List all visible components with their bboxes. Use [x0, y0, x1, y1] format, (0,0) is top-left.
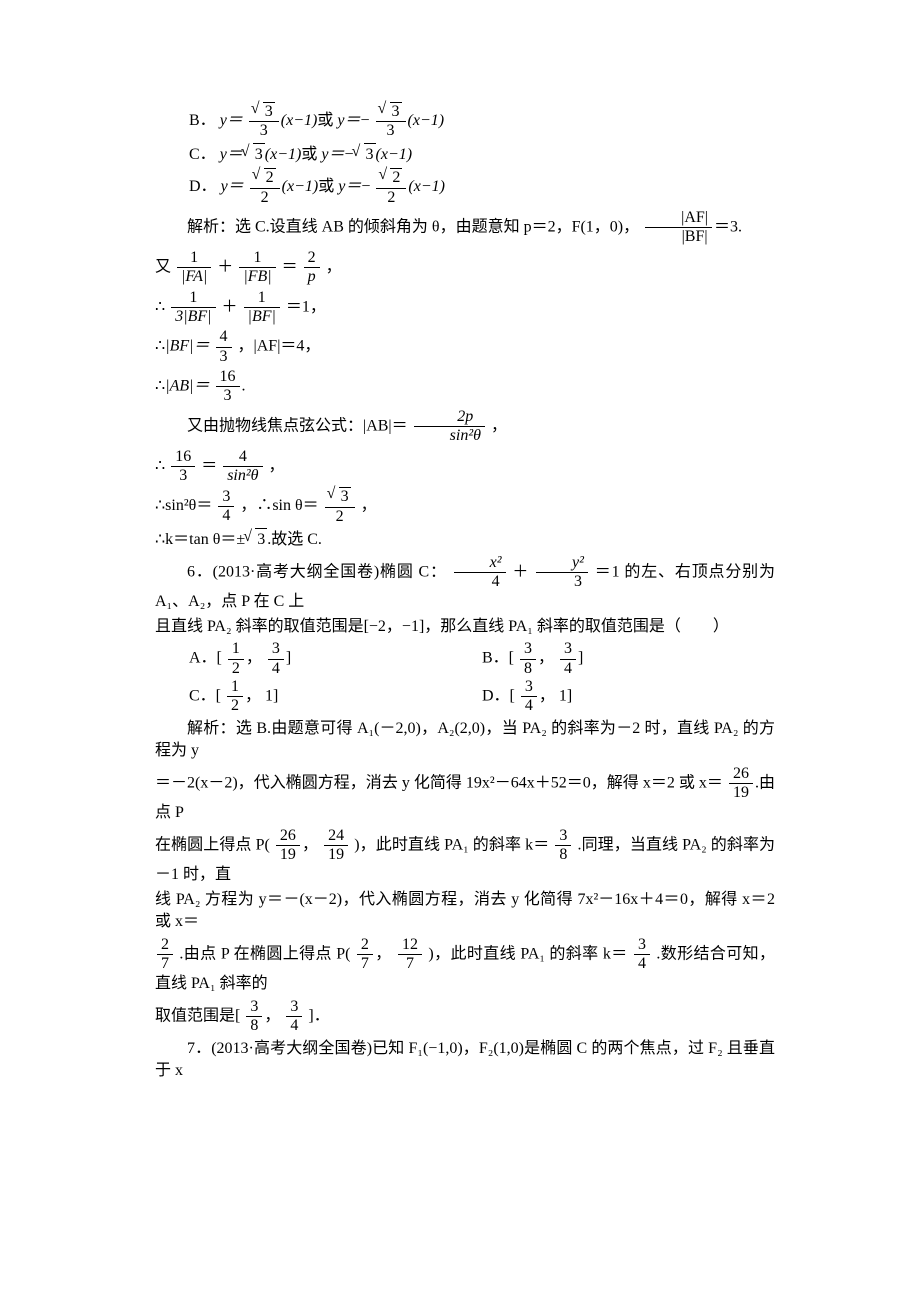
option-b: B．[ 38， 34]: [482, 640, 775, 678]
options-row: C．[ 12， 1] D．[ 34， 1]: [189, 678, 775, 716]
option-c: C．[ 12， 1]: [189, 678, 482, 716]
solution-6: 解析：选 B.由题意可得 A₁(－2,0)，A₂(2,0)，当 PA₂ 的斜率为…: [155, 718, 775, 763]
solution-6: 27 .由点 P 在椭圆上得点 P( 27， 127 )，此时直线 PA₁ 的斜…: [155, 936, 775, 996]
option-c: C． y＝3(x−1)或 y＝−3(x−1): [189, 143, 775, 166]
question-6-cont: 且直线 PA₂ 斜率的取值范围是[−2，−1]，那么直线 PA₁ 斜率的取值范围…: [155, 616, 775, 638]
text: 解析：选 C.设直线 AB 的倾斜角为 θ，由题意知 p＝2，F(1，0)，: [187, 219, 639, 236]
fraction: 2 2: [376, 168, 406, 207]
fraction: 3 3: [249, 102, 279, 141]
math-step: ∴|AB|＝ 163.: [155, 368, 775, 406]
math-text: y＝: [220, 112, 243, 129]
math-step: ∴k＝tan θ＝±3.故选 C.: [155, 528, 775, 551]
math-step: ∴ 163 ＝ 4sin²θ ，: [155, 448, 775, 486]
option-d: D． y＝ 2 2 (x−1)或 y＝− 2 2 (x−1): [189, 168, 775, 207]
option-label: B．: [189, 112, 216, 129]
fraction: 2 2: [250, 168, 280, 207]
fraction: |AF| |BF|: [645, 209, 712, 247]
option-d: D．[ 34， 1]: [482, 678, 775, 716]
math-step: 又由抛物线焦点弦公式：|AB|＝ 2psin²θ ，: [155, 408, 775, 446]
math-step: ∴|BF|＝ 43 ，|AF|＝4，: [155, 328, 775, 366]
question-7: 7．(2013·高考大纲全国卷)已知 F₁(−1,0)，F₂(1,0)是椭圆 C…: [155, 1038, 775, 1083]
document-page: B． y＝ 3 3 (x−1)或 y＝− 3 3 (x−1) C． y＝3(x−…: [0, 0, 920, 1302]
option-label: D．: [189, 178, 217, 195]
question-6: 6．(2013·高考大纲全国卷)椭圆 C： x²4 ＋ y²3 ＝1 的左、右顶…: [155, 554, 775, 614]
option-b: B． y＝ 3 3 (x−1)或 y＝− 3 3 (x−1): [189, 102, 775, 141]
math-step: 又 1|FA| ＋ 1|FB| ＝ 2p ，: [155, 249, 775, 287]
solution-6: ＝－2(x－2)，代入椭圆方程，消去 y 化简得 19x²－64x＋52＝0，解…: [155, 765, 775, 825]
math-step: ∴sin²θ＝ 34 ，∴sin θ＝ 32 ，: [155, 487, 775, 526]
option-label: C．: [189, 146, 216, 163]
fraction: 3 3: [376, 102, 406, 141]
solution-6: 在椭圆上得点 P( 2619， 2419 )，此时直线 PA₁ 的斜率 k＝ 3…: [155, 827, 775, 887]
solution-5-intro: 解析：选 C.设直线 AB 的倾斜角为 θ，由题意知 p＝2，F(1，0)， |…: [155, 209, 775, 247]
math-step: ∴ 13|BF| ＋ 1|BF| ＝1，: [155, 289, 775, 327]
option-a: A．[ 12， 34]: [189, 640, 482, 678]
solution-6: 线 PA₂ 方程为 y＝－(x－2)，代入椭圆方程，消去 y 化简得 7x²－1…: [155, 889, 775, 934]
options-row: A．[ 12， 34] B．[ 38， 34]: [189, 640, 775, 678]
solution-6: 取值范围是[ 38， 34 ]．: [155, 998, 775, 1036]
